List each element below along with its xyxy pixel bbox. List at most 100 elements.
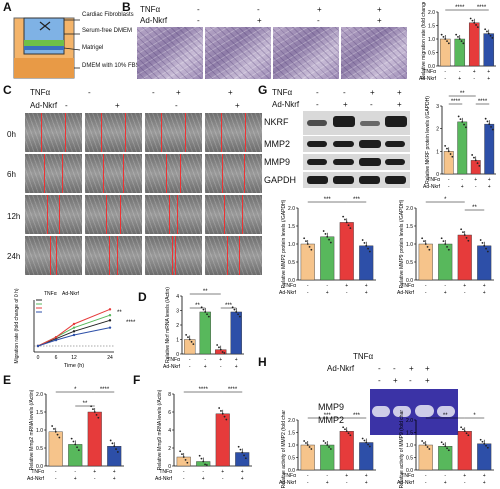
data-point (190, 340, 193, 343)
data-point (310, 248, 313, 251)
significance-label: *** (353, 197, 361, 203)
data-point (202, 308, 205, 311)
data-point (233, 308, 236, 311)
y-tick-label: 3 (436, 104, 439, 110)
data-point (449, 153, 452, 155)
x-sign-label: + (487, 76, 490, 82)
x-sign-label: - (189, 364, 191, 370)
data-point (475, 24, 477, 26)
data-point (479, 239, 482, 241)
x-row-label: TNFα (401, 473, 414, 479)
series-line (37, 308, 111, 347)
significance-label: *** (225, 303, 233, 309)
significance-label: **** (199, 387, 209, 393)
bar (339, 431, 354, 471)
data-point (446, 245, 448, 248)
transwell-schematic (10, 10, 120, 90)
wound-edge-line (174, 236, 176, 275)
data-point (207, 315, 210, 318)
data-point (51, 425, 54, 427)
blot-band (385, 141, 405, 147)
data-point (457, 115, 460, 118)
h-sign: - (409, 376, 412, 385)
significance-label: *** (324, 197, 332, 203)
data-point (116, 451, 119, 453)
y-tick-label: 2.0 (406, 418, 413, 424)
data-point (460, 40, 463, 43)
wound-image (205, 236, 262, 275)
wound-image (25, 113, 82, 152)
wound-image (85, 154, 142, 193)
blot-band (307, 176, 328, 184)
y-tick-label: 1 (436, 149, 439, 155)
significance-label: ** (460, 91, 465, 97)
x-sign-label: - (307, 473, 309, 479)
data-point (70, 437, 73, 440)
x-row-label: Ad-Nkrf (163, 364, 181, 370)
y-tick-label: 0.5 (288, 456, 295, 462)
wound-edge-line (169, 195, 171, 234)
x-tick-label: 6 (55, 355, 58, 361)
x-sign-label: - (202, 469, 204, 475)
y-tick-label: 1.0 (36, 428, 43, 434)
blot-gapdh (303, 172, 410, 188)
x-row-label: TNFα (159, 469, 172, 475)
data-point (473, 21, 476, 24)
x-sign-label: + (483, 480, 486, 486)
series-point (72, 333, 76, 337)
y-tick-label: 0 (436, 172, 439, 178)
data-point (329, 448, 332, 450)
x-sign-label: - (204, 357, 206, 363)
bar (176, 456, 191, 467)
wound-image (85, 195, 142, 234)
blot-band (359, 158, 381, 166)
c-sign: + (228, 88, 233, 97)
data-point (461, 120, 464, 123)
blot-band (307, 120, 327, 126)
data-point (218, 407, 221, 409)
data-point (235, 311, 238, 313)
y-tick-label: 0.5 (406, 260, 413, 266)
data-point (446, 447, 448, 450)
x-sign-label: - (307, 480, 309, 486)
blot-band (385, 176, 406, 184)
x-sign-label: + (463, 283, 466, 289)
wound-edge-line (161, 113, 163, 152)
wound-image (145, 195, 202, 234)
blot-nkrf (303, 111, 410, 135)
data-point (185, 333, 188, 336)
blot-band (333, 176, 354, 184)
wound-edge-line (221, 113, 223, 152)
y-tick-label: 0 (168, 464, 171, 470)
panel-label-a: A (3, 0, 12, 14)
data-point (223, 352, 226, 354)
x-row-label: TNFα (31, 469, 44, 475)
wound-edge-line (41, 113, 43, 152)
data-point (345, 430, 348, 433)
data-point (459, 118, 462, 121)
data-point (365, 244, 368, 247)
wound-edge-line (244, 154, 246, 193)
bar (300, 444, 315, 471)
wound-edge-line (62, 154, 64, 193)
wound-edge-line (50, 236, 52, 275)
data-point (444, 38, 447, 40)
wound-edge-line (56, 236, 58, 275)
x-sign-label: - (448, 184, 450, 190)
x-sign-label: + (345, 473, 348, 479)
y-tick-label: 2 (436, 127, 439, 133)
bar (68, 444, 83, 467)
zymo-label-mmp2: MMP2 (318, 415, 345, 425)
data-point (455, 33, 458, 36)
x-sign-label: + (345, 283, 348, 289)
x-sign-label: - (425, 480, 427, 486)
bar (418, 444, 433, 471)
data-point (440, 237, 443, 240)
panel-label-b: B (122, 0, 131, 14)
wound-edge-line (123, 154, 125, 193)
b-sign: - (197, 5, 200, 14)
data-point (363, 439, 366, 442)
blot-band (385, 116, 407, 127)
c-sign: + (176, 88, 181, 97)
